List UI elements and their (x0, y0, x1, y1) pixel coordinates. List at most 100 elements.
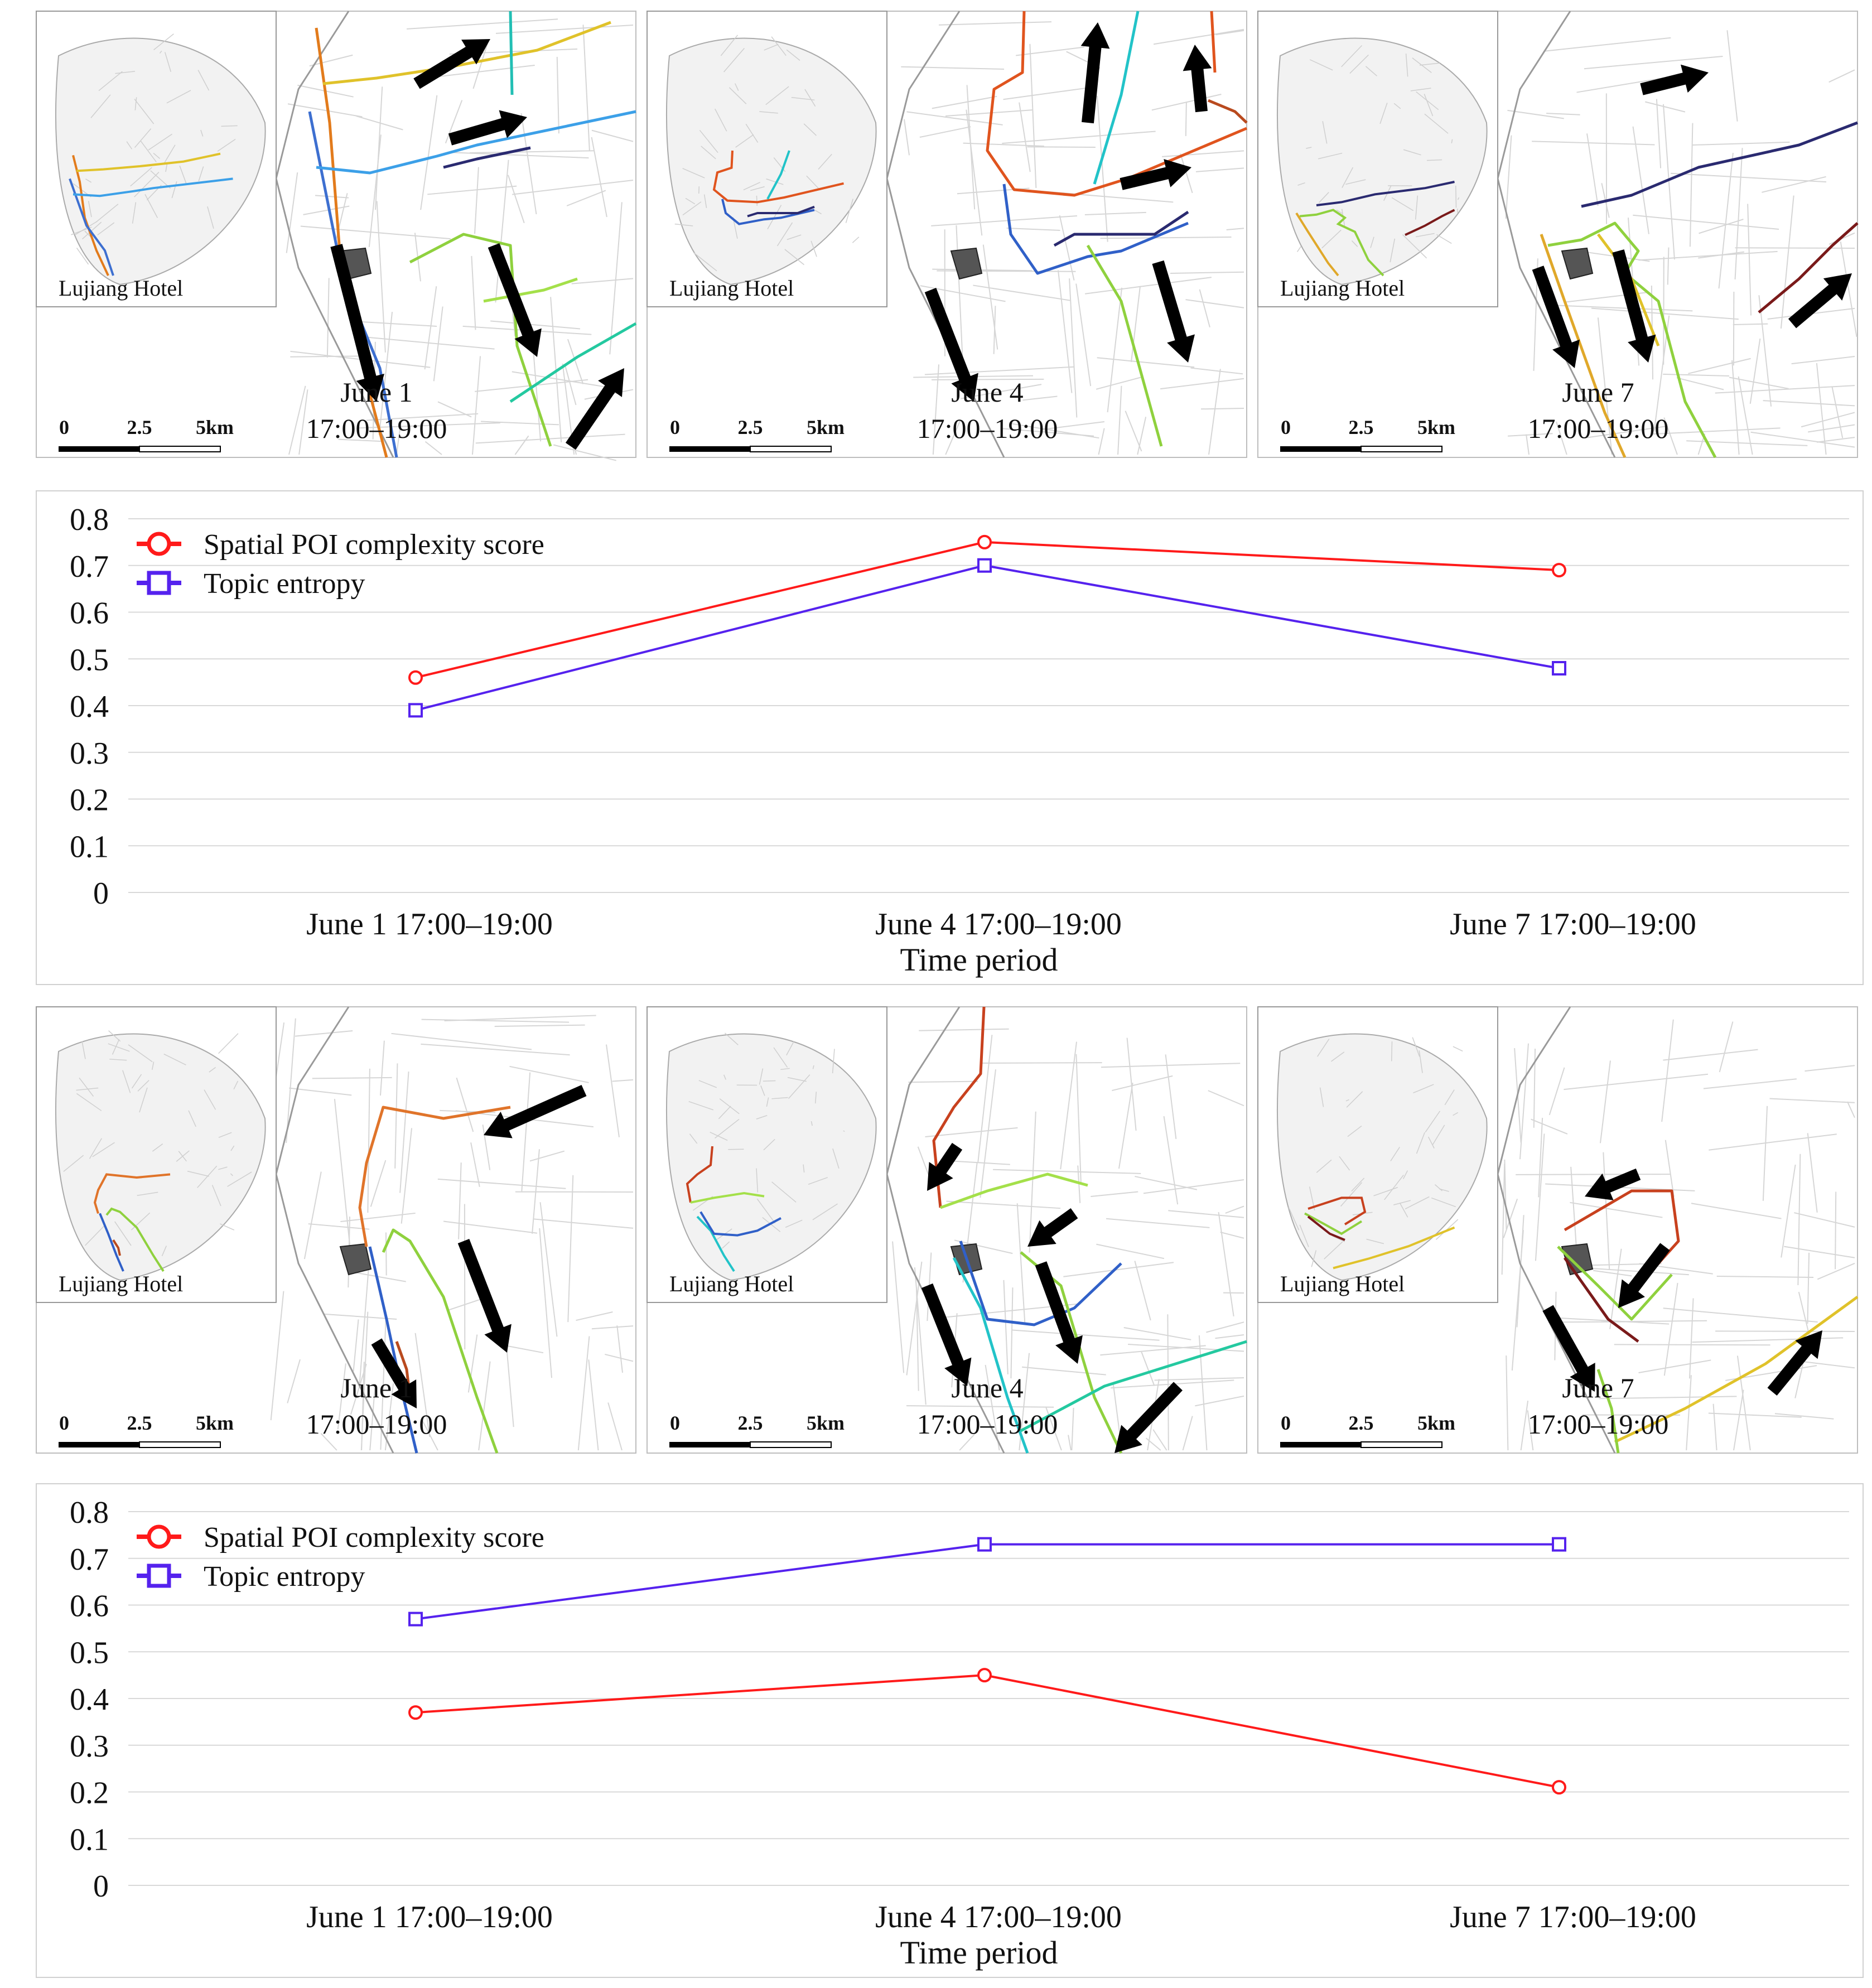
road (494, 1024, 585, 1027)
road (1520, 1401, 1529, 1451)
inset-trajectory (721, 199, 815, 225)
road (1198, 1335, 1208, 1451)
inset-road (163, 144, 176, 163)
inset-road (1311, 1250, 1317, 1267)
movement-arrow (1542, 1305, 1595, 1392)
road (407, 18, 558, 30)
inset-road (134, 128, 152, 148)
road (362, 321, 437, 327)
road (1168, 1210, 1244, 1218)
road (1167, 1314, 1169, 1451)
road (437, 1178, 566, 1189)
inset-road (766, 178, 784, 185)
road (1003, 87, 1087, 100)
inset-road (1424, 113, 1449, 134)
road (1206, 1321, 1244, 1333)
arrow-head (1055, 1335, 1083, 1364)
road (1652, 427, 1781, 435)
road (1726, 30, 1738, 122)
road (1195, 167, 1244, 172)
arrow-head (944, 1357, 972, 1386)
road (920, 285, 1006, 302)
inset-road (1393, 1200, 1411, 1205)
road (1118, 1083, 1133, 1169)
road (471, 356, 481, 455)
arrow-head (1795, 1330, 1822, 1359)
road (303, 1171, 322, 1260)
road (433, 306, 443, 382)
inset-label: Lujiang Hotel (669, 276, 794, 301)
data-point (1552, 563, 1566, 578)
inset-road (1345, 1099, 1349, 1102)
road (471, 255, 476, 330)
inset-road (1403, 1170, 1408, 1179)
inset-road (218, 1132, 232, 1138)
road (919, 126, 971, 138)
road (1691, 1203, 1782, 1219)
map-time-label: 17:00–19:00 (1528, 413, 1669, 444)
road (1644, 101, 1686, 113)
trajectory-line (443, 146, 531, 169)
arrow-head (356, 373, 384, 402)
road (977, 1035, 993, 1164)
road (1718, 152, 1734, 289)
inset-road (788, 1074, 810, 1099)
road (1663, 1282, 1678, 1376)
road (607, 1402, 623, 1451)
road (954, 1239, 1013, 1254)
inset-road (132, 202, 137, 224)
inset-road (82, 221, 102, 240)
road (1152, 1429, 1167, 1451)
road (591, 1325, 634, 1330)
scale-bar: 0 2.5 5km (1280, 1412, 1455, 1448)
inset-roads (71, 33, 238, 265)
arrow-shaft (924, 288, 976, 394)
inset-trajectory (69, 178, 114, 276)
road (1712, 1403, 1717, 1451)
road (366, 413, 479, 421)
road (582, 25, 590, 151)
road (1091, 1191, 1138, 1198)
road (1734, 148, 1743, 280)
inset-trajectory (99, 1213, 124, 1272)
inset-road (814, 210, 822, 215)
road (1165, 1054, 1177, 1139)
road (1003, 1280, 1009, 1374)
road (1597, 317, 1613, 455)
inset-road (176, 1150, 190, 1162)
road-network (1505, 30, 1857, 455)
inset-road (1393, 103, 1401, 109)
inset-road (710, 1131, 728, 1141)
inset-road (1321, 229, 1342, 249)
inset-road (756, 1168, 759, 1193)
road (1548, 1067, 1565, 1116)
road (1703, 1078, 1797, 1089)
inset-road (1410, 88, 1431, 91)
road (1220, 1231, 1244, 1239)
inset-road (137, 1191, 158, 1196)
road (1185, 299, 1244, 308)
road (509, 1065, 589, 1083)
scale-bar: 0 2.5 5km (1280, 416, 1455, 452)
road (385, 1232, 387, 1276)
inset-road (759, 111, 778, 114)
road (985, 1364, 1000, 1451)
trajectory-line (1002, 184, 1189, 275)
road (480, 421, 559, 426)
inset-road (204, 1089, 216, 1110)
map-date-label: June 4 (951, 377, 1023, 408)
trajectory-line (509, 322, 637, 403)
arrow-head (951, 373, 978, 402)
inset-road (134, 172, 160, 197)
inset-road (85, 1224, 106, 1246)
inset-road (776, 222, 793, 247)
inset-trajectory (76, 152, 221, 172)
inset-road (130, 167, 152, 187)
y-tick-label: 0.2 (70, 1776, 109, 1811)
arrow-shaft (1532, 266, 1577, 360)
road (612, 1079, 634, 1082)
road (1215, 30, 1244, 36)
road (414, 1333, 431, 1437)
map-time-label: 17:00–19:00 (1528, 1408, 1669, 1440)
inset-trajectory (690, 1191, 765, 1204)
